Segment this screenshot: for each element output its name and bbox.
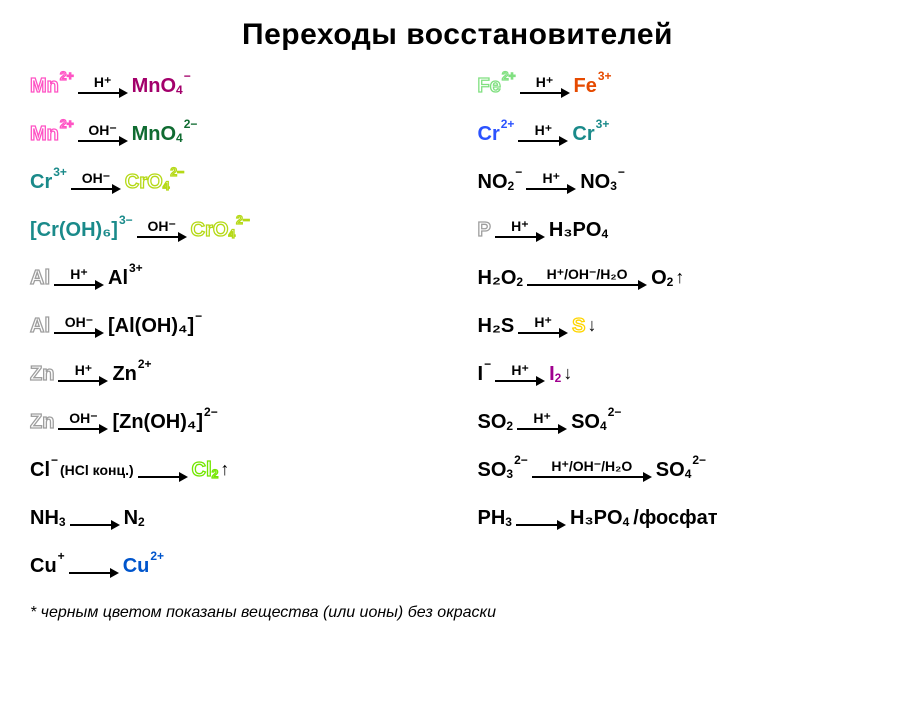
species: Cr2+ xyxy=(478,124,515,144)
species: NO2− xyxy=(478,172,523,192)
reaction-row: AlOH⁻[Al(OH)₄]− xyxy=(30,306,438,346)
reaction-row: ZnOH⁻[Zn(OH)₄]2− xyxy=(30,402,438,442)
reaction-row: NO2−H⁺NO3− xyxy=(478,162,886,202)
species: Al3+ xyxy=(108,268,143,288)
reaction-arrow: OH⁻ xyxy=(71,170,121,194)
species: S xyxy=(572,316,585,336)
reaction-arrow: H⁺ xyxy=(518,122,568,146)
species: Fe2+ xyxy=(478,76,516,96)
reaction-arrow: H⁺ xyxy=(518,314,568,338)
reaction-arrow xyxy=(70,506,120,530)
species: NH3 xyxy=(30,508,66,528)
species: Fe3+ xyxy=(574,76,612,96)
reaction-arrow xyxy=(138,458,188,482)
reaction-row: Cr2+H⁺Cr3+ xyxy=(478,114,886,154)
reaction-arrow: H⁺ xyxy=(58,362,108,386)
reaction-row: H₂O2H⁺/OH⁻/H₂OO2↑ xyxy=(478,258,886,298)
reaction-row: Cu+ Cu2+ xyxy=(30,546,438,586)
reaction-arrow: OH⁻ xyxy=(58,410,108,434)
species: O2 xyxy=(651,268,673,288)
reaction-row: I−H⁺I2↓ xyxy=(478,354,886,394)
species: Al xyxy=(30,268,50,288)
reaction-arrow: H⁺ xyxy=(54,266,104,290)
species: Cr3+ xyxy=(30,172,67,192)
species: Cl− xyxy=(30,460,58,480)
species: [Cr(OH)₆]3− xyxy=(30,220,133,240)
species: Zn2+ xyxy=(112,364,151,384)
reaction-row: AlH⁺Al3+ xyxy=(30,258,438,298)
reaction-arrow: H⁺ xyxy=(495,362,545,386)
reaction-columns: Mn2+H⁺MnO4−Mn2+OH⁻MnO42−Cr3+OH⁻CrO42−[Cr… xyxy=(30,66,885,586)
species: Mn2+ xyxy=(30,124,74,144)
reaction-row: H₂SH⁺S↓ xyxy=(478,306,886,346)
species: Mn2+ xyxy=(30,76,74,96)
species: H₂O2 xyxy=(478,268,524,288)
species: SO42− xyxy=(571,412,621,432)
species: Al xyxy=(30,316,50,336)
species: N2 xyxy=(124,508,145,528)
species: NO3− xyxy=(580,172,625,192)
species: H₃PO4 xyxy=(549,220,608,240)
reaction-arrow: H⁺ xyxy=(517,410,567,434)
reaction-arrow xyxy=(516,506,566,530)
reaction-arrow: OH⁻ xyxy=(54,314,104,338)
species: P xyxy=(478,220,491,240)
species: MnO42− xyxy=(132,124,198,144)
reaction-arrow: H⁺ xyxy=(520,74,570,98)
reaction-arrow: H⁺/OH⁻/H₂O xyxy=(532,458,652,482)
species: PH3 xyxy=(478,508,512,528)
reaction-row: SO2H⁺SO42− xyxy=(478,402,886,442)
species: H₂S xyxy=(478,316,515,336)
reaction-row: Mn2+OH⁻MnO42− xyxy=(30,114,438,154)
reaction-arrow: H⁺ xyxy=(495,218,545,242)
species: MnO4− xyxy=(132,76,191,96)
species: SO2 xyxy=(478,412,514,432)
species: I2 xyxy=(549,364,561,384)
reaction-arrow: H⁺ xyxy=(78,74,128,98)
species: [Zn(OH)₄]2− xyxy=(112,412,217,432)
reaction-row: [Cr(OH)₆]3−OH⁻CrO42− xyxy=(30,210,438,250)
reaction-arrow: OH⁻ xyxy=(78,122,128,146)
reaction-row: ZnH⁺Zn2+ xyxy=(30,354,438,394)
species: Cr3+ xyxy=(572,124,609,144)
reaction-row: PH⁺H₃PO4 xyxy=(478,210,886,250)
reaction-row: Cl−(HCl конц.)Cl2↑ xyxy=(30,450,438,490)
left-column: Mn2+H⁺MnO4−Mn2+OH⁻MnO42−Cr3+OH⁻CrO42−[Cr… xyxy=(30,66,438,586)
page-title: Переходы восстановителей xyxy=(30,18,885,52)
reaction-row: SO32−H⁺/OH⁻/H₂OSO42− xyxy=(478,450,886,490)
species: Cl2 xyxy=(192,460,219,480)
footnote: * черным цветом показаны вещества (или и… xyxy=(30,604,885,622)
species: CrO42− xyxy=(125,172,184,192)
reaction-arrow: OH⁻ xyxy=(137,218,187,242)
reaction-row: PH3H₃PO4 /фосфат xyxy=(478,498,886,538)
reaction-arrow xyxy=(69,554,119,578)
species: I− xyxy=(478,364,492,384)
species: Zn xyxy=(30,364,54,384)
reaction-arrow: H⁺/OH⁻/H₂O xyxy=(527,266,647,290)
species: H₃PO4 xyxy=(570,508,629,528)
species: SO42− xyxy=(656,460,706,480)
species: Cu+ xyxy=(30,556,65,576)
species: [Al(OH)₄]− xyxy=(108,316,202,336)
species: SO32− xyxy=(478,460,528,480)
species: Zn xyxy=(30,412,54,432)
reaction-row: NH3 N2 xyxy=(30,498,438,538)
reaction-row: Mn2+H⁺MnO4− xyxy=(30,66,438,106)
reaction-row: Cr3+OH⁻CrO42− xyxy=(30,162,438,202)
reaction-arrow: H⁺ xyxy=(526,170,576,194)
reaction-row: Fe2+H⁺Fe3+ xyxy=(478,66,886,106)
species: Cu2+ xyxy=(123,556,164,576)
species: CrO42− xyxy=(191,220,250,240)
right-column: Fe2+H⁺Fe3+Cr2+H⁺Cr3+NO2−H⁺NO3−PH⁺H₃PO4H₂… xyxy=(478,66,886,586)
